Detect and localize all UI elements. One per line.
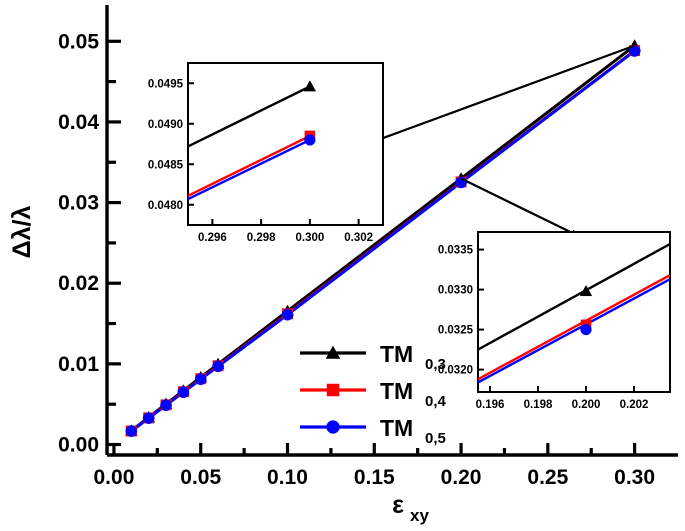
data-point — [177, 386, 190, 399]
y-axis-tick-labels: 0.00 0.01 0.02 0.03 0.04 0.05 — [58, 30, 99, 456]
y-tick-label: 0.02 — [58, 272, 99, 295]
data-point — [628, 45, 641, 57]
x-tick-label: 0.30 — [614, 466, 655, 489]
y-tick-label: 0.05 — [58, 30, 99, 53]
legend-item-TM0,5: TM 0,5 — [300, 415, 446, 447]
data-point — [194, 373, 207, 386]
y-axis-title: Δλ/λ — [8, 206, 36, 259]
inset-series-line-TM0,3 — [478, 242, 670, 351]
inset-y-tick-label: 0.0485 — [148, 159, 184, 171]
inset-plot-area — [478, 242, 670, 384]
inset-y-tick-label: 0.0495 — [148, 78, 184, 90]
inset-y-tick-label: 0.0330 — [438, 285, 473, 297]
arrow-to-inset-bottom-right — [460, 177, 580, 238]
legend-label-subscript: 0,3 — [425, 356, 446, 373]
inset-y-tick-label: 0.0335 — [438, 245, 474, 257]
inset-top-left-ticks — [188, 82, 360, 225]
inset-top-left-series — [188, 80, 317, 201]
inset-y-tick-label: 0.0325 — [438, 325, 474, 337]
legend-marker-square — [326, 383, 340, 397]
x-tick-label: 0.00 — [94, 466, 135, 489]
inset-bottom-right-ticks — [478, 248, 635, 392]
inset-x-tick-label: 0.300 — [295, 232, 324, 244]
inset-x-tick-label: 0.298 — [247, 232, 276, 244]
x-tick-label: 0.20 — [441, 466, 482, 489]
inset-series-line-TM0,5 — [188, 138, 311, 201]
data-point — [160, 399, 172, 412]
x-axis-title-subscript: xy — [410, 506, 429, 525]
legend-label-subscript: 0,4 — [425, 393, 447, 410]
main-axes: 0.00 0.05 0.10 0.15 0.20 0.25 0.30 0.000.010.0… — [58, 5, 678, 489]
inset-y-tick-label: 0.0490 — [148, 119, 183, 131]
y-axis-ticks — [107, 39, 121, 447]
y-tick-label: 0.03 — [58, 192, 99, 215]
legend-label: TM — [380, 378, 413, 404]
data-point — [281, 308, 294, 321]
x-axis-title: ε — [392, 491, 404, 519]
axis-titles: ε xy Δλ/λ — [8, 206, 429, 525]
legend-item-TM0,4: TM 0,4 — [300, 378, 447, 410]
data-point — [125, 425, 138, 437]
arrow-to-inset-top-left — [356, 44, 635, 149]
inset-x-tick-label: 0.296 — [198, 232, 227, 244]
legend-label-subscript: 0,5 — [425, 430, 446, 447]
inset-top-left-tick-labels: 0.296 0.298 0.300 0.302 0.0480 0.0485 0.0490 0.… — [148, 78, 373, 244]
legend-item-TM0,3: TM 0,3 — [300, 341, 446, 373]
x-axis-tick-labels: 0.00 0.05 0.10 0.15 0.20 0.25 0.30 — [94, 466, 656, 489]
inset-y-tick-label: 0.0320 — [438, 365, 473, 377]
inset-plot-area — [188, 80, 317, 201]
inset-data-point — [303, 80, 317, 92]
inset-data-point — [580, 323, 592, 336]
x-tick-label: 0.10 — [267, 466, 308, 489]
inset-series-line-TM0,5 — [478, 278, 670, 384]
inset-x-tick-label: 0.200 — [572, 399, 601, 411]
annotation-arrows — [356, 44, 635, 238]
inset-x-tick-label: 0.302 — [344, 232, 373, 244]
data-point — [142, 412, 155, 425]
inset-bottom-right: 0.196 0.198 0.200 0.202 0.0320 0.0325 0.0330 0.… — [438, 231, 671, 411]
legend-label: TM — [380, 415, 413, 441]
inset-x-tick-label: 0.202 — [620, 399, 649, 411]
legend-marker-triangle — [325, 345, 341, 359]
inset-y-tick-label: 0.0480 — [148, 200, 183, 212]
inset-series-line-TM0,4 — [478, 274, 670, 381]
data-point — [212, 360, 224, 373]
data-point — [455, 176, 467, 189]
y-tick-label: 0.01 — [58, 353, 99, 376]
inset-top-left-frame — [187, 62, 384, 226]
inset-bottom-right-tick-labels: 0.196 0.198 0.200 0.202 0.0320 0.0325 0.0330 0.… — [438, 245, 649, 411]
inset-data-point — [304, 134, 316, 146]
legend-label: TM — [380, 341, 413, 367]
inset-top-left: 0.296 0.298 0.300 0.302 0.0480 0.0485 0.0490 0.… — [148, 62, 384, 244]
y-tick-label: 0.04 — [58, 111, 99, 134]
legend: TM 0,3 TM 0,4 TM 0,5 — [300, 341, 447, 447]
x-axis-ticks — [112, 443, 637, 455]
inset-series-line-TM0,4 — [188, 134, 311, 197]
legend-marker-circle — [326, 420, 340, 434]
inset-x-tick-label: 0.196 — [476, 399, 505, 411]
inset-data-point — [579, 284, 593, 297]
main-data-series — [124, 39, 642, 437]
y-tick-label: 0.00 — [58, 434, 99, 457]
inset-series-line-TM0,3 — [188, 85, 311, 148]
x-tick-label: 0.25 — [527, 466, 568, 489]
inset-bottom-right-series — [478, 242, 670, 384]
x-tick-label: 0.15 — [354, 466, 395, 489]
x-tick-label: 0.05 — [180, 466, 221, 489]
inset-x-tick-label: 0.198 — [524, 399, 553, 411]
